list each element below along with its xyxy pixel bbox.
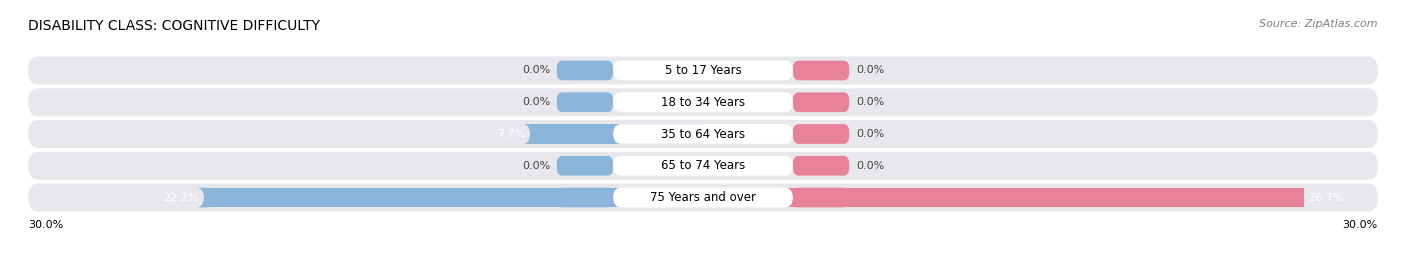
FancyBboxPatch shape — [557, 156, 613, 176]
Text: 7.7%: 7.7% — [496, 129, 526, 139]
FancyBboxPatch shape — [28, 184, 1378, 211]
FancyBboxPatch shape — [557, 92, 613, 112]
FancyBboxPatch shape — [793, 61, 849, 80]
FancyBboxPatch shape — [523, 124, 537, 144]
FancyBboxPatch shape — [613, 124, 793, 144]
FancyBboxPatch shape — [557, 61, 613, 80]
Text: 26.7%: 26.7% — [1308, 192, 1344, 203]
FancyBboxPatch shape — [793, 124, 849, 144]
FancyBboxPatch shape — [28, 152, 1378, 180]
Text: 0.0%: 0.0% — [856, 161, 884, 171]
Text: 22.2%: 22.2% — [163, 192, 200, 203]
Text: DISABILITY CLASS: COGNITIVE DIFFICULTY: DISABILITY CLASS: COGNITIVE DIFFICULTY — [28, 19, 321, 33]
FancyBboxPatch shape — [28, 57, 1378, 84]
Text: 30.0%: 30.0% — [1343, 220, 1378, 230]
FancyBboxPatch shape — [613, 61, 793, 80]
Text: 0.0%: 0.0% — [522, 65, 550, 76]
FancyBboxPatch shape — [793, 156, 849, 176]
Text: 0.0%: 0.0% — [522, 97, 550, 107]
FancyBboxPatch shape — [793, 92, 849, 112]
Text: Source: ZipAtlas.com: Source: ZipAtlas.com — [1260, 19, 1378, 29]
FancyBboxPatch shape — [197, 188, 211, 207]
Bar — [703, 188, 1303, 207]
FancyBboxPatch shape — [557, 188, 613, 207]
FancyBboxPatch shape — [613, 92, 793, 112]
Text: 0.0%: 0.0% — [522, 161, 550, 171]
FancyBboxPatch shape — [28, 88, 1378, 116]
FancyBboxPatch shape — [613, 188, 793, 207]
Text: 35 to 64 Years: 35 to 64 Years — [661, 128, 745, 140]
Bar — [204, 188, 703, 207]
Text: 0.0%: 0.0% — [856, 65, 884, 76]
FancyBboxPatch shape — [28, 120, 1378, 148]
Text: 75 Years and over: 75 Years and over — [650, 191, 756, 204]
Text: 0.0%: 0.0% — [856, 97, 884, 107]
Text: 30.0%: 30.0% — [28, 220, 63, 230]
Bar — [530, 124, 703, 144]
Text: 65 to 74 Years: 65 to 74 Years — [661, 159, 745, 172]
FancyBboxPatch shape — [557, 124, 613, 144]
FancyBboxPatch shape — [613, 156, 793, 176]
Text: 18 to 34 Years: 18 to 34 Years — [661, 96, 745, 109]
Text: 5 to 17 Years: 5 to 17 Years — [665, 64, 741, 77]
FancyBboxPatch shape — [793, 188, 849, 207]
Text: 0.0%: 0.0% — [856, 129, 884, 139]
